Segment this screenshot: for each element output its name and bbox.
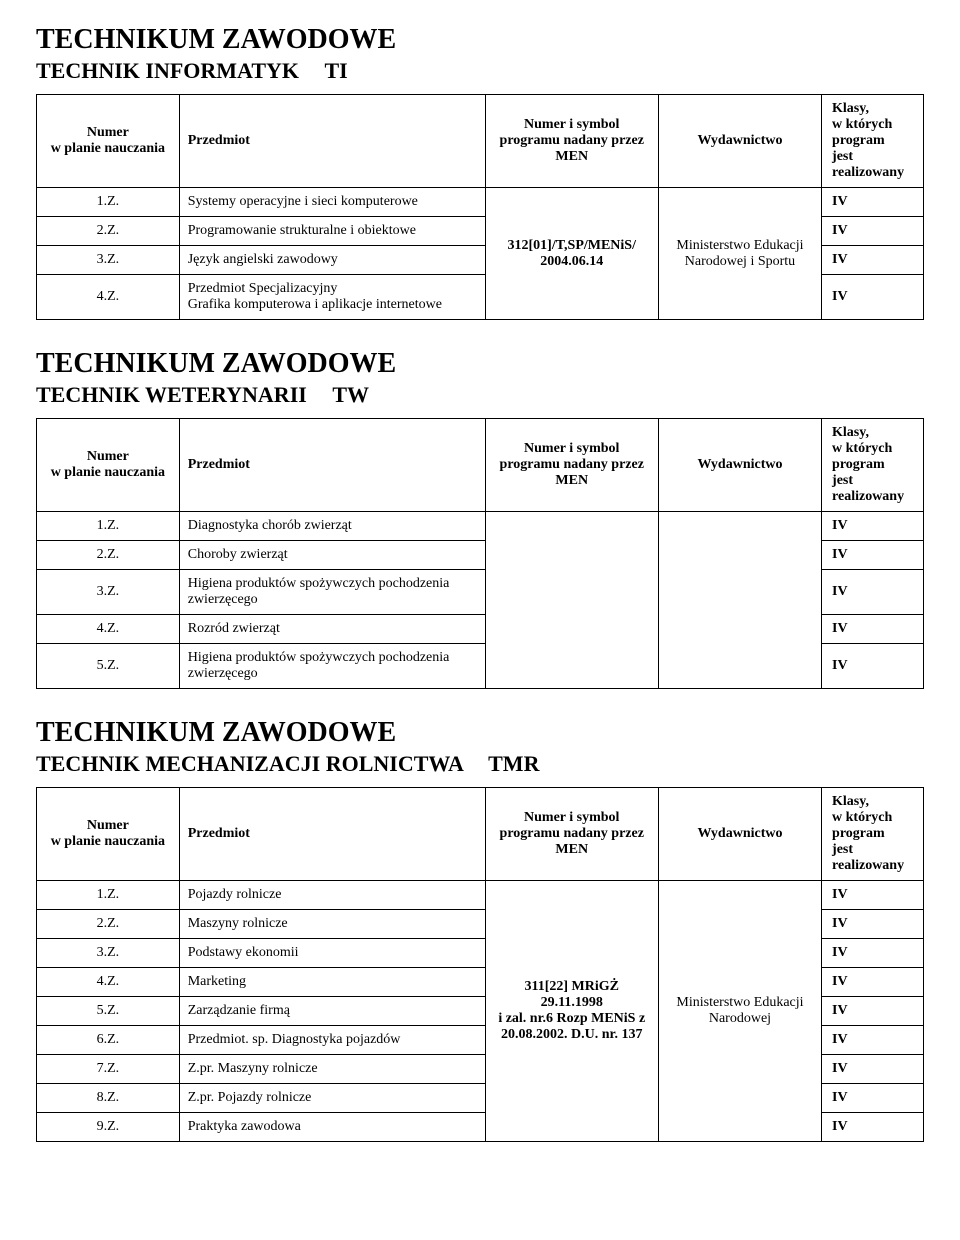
th-class: Klasy,w którychprogramjest realizowany	[822, 95, 924, 188]
cell-num: 2.Z.	[37, 910, 180, 939]
cell-num: 5.Z.	[37, 644, 180, 689]
cell-num: 3.Z.	[37, 570, 180, 615]
cell-cls: IV	[822, 570, 924, 615]
cell-pub-empty	[658, 512, 821, 689]
cell-num: 6.Z.	[37, 1026, 180, 1055]
cell-subj: Programowanie strukturalne i obiektowe	[179, 217, 485, 246]
sub-title: TECHNIK INFORMATYK TI	[36, 58, 924, 84]
th-prog: Numer i symbolprogramu nadany przezMEN	[485, 788, 658, 881]
cell-num: 7.Z.	[37, 1055, 180, 1084]
sub-title: TECHNIK WETERYNARII TW	[36, 382, 924, 408]
cell-cls: IV	[822, 910, 924, 939]
cell-subj: Rozród zwierząt	[179, 615, 485, 644]
th-num: Numerw planie nauczania	[37, 95, 180, 188]
th-prog: Numer i symbolprogramu nadany przezMEN	[485, 419, 658, 512]
cell-subj: Choroby zwierząt	[179, 541, 485, 570]
cell-cls: IV	[822, 1113, 924, 1142]
cell-num: 4.Z.	[37, 968, 180, 997]
table-row: 1.Z. Pojazdy rolnicze 311[22] MRiGŻ29.11…	[37, 881, 924, 910]
main-title: TECHNIKUM ZAWODOWE	[36, 348, 924, 380]
cell-subj: Z.pr. Maszyny rolnicze	[179, 1055, 485, 1084]
cell-prog: 312[01]/T,SP/MENiS/2004.06.14	[485, 188, 658, 320]
th-num: Numerw planie nauczania	[37, 788, 180, 881]
cell-cls: IV	[822, 217, 924, 246]
th-class: Klasy,w którychprogramjest realizowany	[822, 419, 924, 512]
th-pub: Wydawnictwo	[658, 419, 821, 512]
th-prog: Numer i symbolprogramu nadany przezMEN	[485, 95, 658, 188]
table-header-row: Numerw planie nauczania Przedmiot Numer …	[37, 419, 924, 512]
cell-subj: Systemy operacyjne i sieci komputerowe	[179, 188, 485, 217]
cell-pub: Ministerstwo Edukacji Narodowej	[658, 881, 821, 1142]
sub-title-abbr: TMR	[488, 751, 539, 776]
cell-cls: IV	[822, 1084, 924, 1113]
sub-title-text: TECHNIK WETERYNARII	[36, 382, 307, 407]
cell-num: 4.Z.	[37, 615, 180, 644]
cell-subj: Z.pr. Pojazdy rolnicze	[179, 1084, 485, 1113]
table-row: 1.Z. Diagnostyka chorób zwierząt IV	[37, 512, 924, 541]
cell-num: 8.Z.	[37, 1084, 180, 1113]
cell-subj: Podstawy ekonomii	[179, 939, 485, 968]
cell-subj: Zarządzanie firmą	[179, 997, 485, 1026]
cell-subj: Przedmiot. sp. Diagnostyka pojazdów	[179, 1026, 485, 1055]
main-title: TECHNIKUM ZAWODOWE	[36, 717, 924, 749]
cell-subj: Praktyka zawodowa	[179, 1113, 485, 1142]
table-row: 1.Z. Systemy operacyjne i sieci komputer…	[37, 188, 924, 217]
cell-num: 3.Z.	[37, 939, 180, 968]
cell-num: 1.Z.	[37, 512, 180, 541]
main-title: TECHNIKUM ZAWODOWE	[36, 24, 924, 56]
table-header-row: Numerw planie nauczania Przedmiot Numer …	[37, 95, 924, 188]
table-informatyk: Numerw planie nauczania Przedmiot Numer …	[36, 94, 924, 320]
cell-prog-empty	[485, 512, 658, 689]
cell-cls: IV	[822, 939, 924, 968]
cell-cls: IV	[822, 188, 924, 217]
th-class: Klasy,w którychprogramjest realizowany	[822, 788, 924, 881]
cell-num: 1.Z.	[37, 188, 180, 217]
sub-title: TECHNIK MECHANIZACJI ROLNICTWA TMR	[36, 751, 924, 777]
cell-cls: IV	[822, 246, 924, 275]
cell-cls: IV	[822, 541, 924, 570]
cell-pub: Ministerstwo Edukacji Narodowej i Sportu	[658, 188, 821, 320]
section-technik-weterynarii: TECHNIKUM ZAWODOWE TECHNIK WETERYNARII T…	[36, 348, 924, 689]
cell-num: 2.Z.	[37, 217, 180, 246]
table-header-row: Numerw planie nauczania Przedmiot Numer …	[37, 788, 924, 881]
sub-title-text: TECHNIK MECHANIZACJI ROLNICTWA	[36, 751, 463, 776]
cell-cls: IV	[822, 968, 924, 997]
cell-cls: IV	[822, 1026, 924, 1055]
cell-cls: IV	[822, 275, 924, 320]
sub-title-abbr: TI	[325, 58, 348, 83]
table-weterynarii: Numerw planie nauczania Przedmiot Numer …	[36, 418, 924, 689]
th-num: Numerw planie nauczania	[37, 419, 180, 512]
sub-title-text: TECHNIK INFORMATYK	[36, 58, 299, 83]
cell-subj: Diagnostyka chorób zwierząt	[179, 512, 485, 541]
cell-cls: IV	[822, 1055, 924, 1084]
cell-num: 3.Z.	[37, 246, 180, 275]
section-technik-informatyk: TECHNIKUM ZAWODOWE TECHNIK INFORMATYK TI…	[36, 24, 924, 320]
table-mechanizacji: Numerw planie nauczania Przedmiot Numer …	[36, 787, 924, 1142]
cell-num: 9.Z.	[37, 1113, 180, 1142]
cell-cls: IV	[822, 512, 924, 541]
cell-subj: Higiena produktów spożywczych pochodzeni…	[179, 644, 485, 689]
cell-subj: Higiena produktów spożywczych pochodzeni…	[179, 570, 485, 615]
cell-subj: Marketing	[179, 968, 485, 997]
cell-subj: Pojazdy rolnicze	[179, 881, 485, 910]
th-subj: Przedmiot	[179, 788, 485, 881]
cell-num: 4.Z.	[37, 275, 180, 320]
cell-subj: Język angielski zawodowy	[179, 246, 485, 275]
cell-cls: IV	[822, 644, 924, 689]
cell-cls: IV	[822, 997, 924, 1026]
sub-title-abbr: TW	[332, 382, 369, 407]
th-pub: Wydawnictwo	[658, 788, 821, 881]
cell-num: 2.Z.	[37, 541, 180, 570]
cell-cls: IV	[822, 881, 924, 910]
th-subj: Przedmiot	[179, 95, 485, 188]
section-technik-mechanizacji: TECHNIKUM ZAWODOWE TECHNIK MECHANIZACJI …	[36, 717, 924, 1142]
cell-num: 1.Z.	[37, 881, 180, 910]
cell-prog: 311[22] MRiGŻ29.11.1998i zal. nr.6 Rozp …	[485, 881, 658, 1142]
th-pub: Wydawnictwo	[658, 95, 821, 188]
cell-cls: IV	[822, 615, 924, 644]
cell-num: 5.Z.	[37, 997, 180, 1026]
cell-subj: Przedmiot SpecjalizacyjnyGrafika kompute…	[179, 275, 485, 320]
cell-subj: Maszyny rolnicze	[179, 910, 485, 939]
th-subj: Przedmiot	[179, 419, 485, 512]
